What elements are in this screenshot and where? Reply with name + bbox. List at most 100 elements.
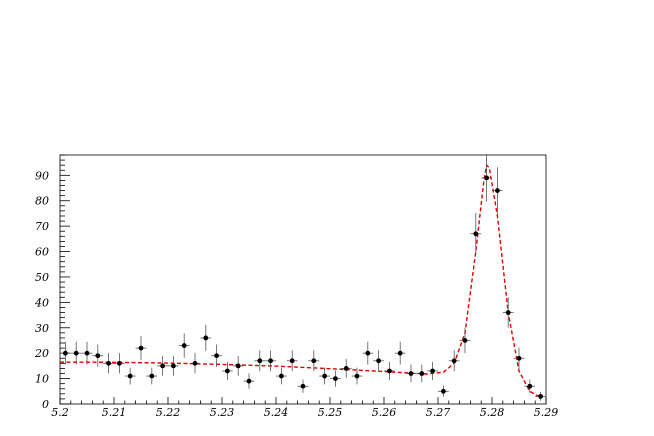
data-point xyxy=(297,379,309,393)
data-point xyxy=(416,364,428,383)
data-point xyxy=(286,350,298,372)
data-point xyxy=(178,333,190,358)
data-point xyxy=(276,367,287,385)
x-tick-label: 5.2 xyxy=(51,406,69,419)
data-point xyxy=(211,344,222,367)
point-marker xyxy=(63,350,68,356)
point-marker xyxy=(257,358,263,364)
point-marker xyxy=(160,363,166,369)
data-points xyxy=(60,153,546,401)
data-point xyxy=(200,324,212,351)
data-point xyxy=(470,212,482,255)
point-marker xyxy=(181,343,187,348)
data-point xyxy=(340,359,352,378)
data-point xyxy=(124,367,136,385)
point-marker xyxy=(322,373,327,379)
y-tick-label: 60 xyxy=(35,246,49,259)
x-tick-label: 5.21 xyxy=(102,406,127,419)
point-marker xyxy=(408,371,414,376)
data-point xyxy=(448,350,460,372)
data-point xyxy=(481,153,492,202)
data-point xyxy=(103,353,114,374)
data-point xyxy=(373,350,384,372)
point-marker xyxy=(192,360,198,366)
y-tick-labels: 0 10 20 30 40 50 60 70 80 90 xyxy=(34,169,49,411)
point-marker xyxy=(268,358,273,364)
data-point xyxy=(254,350,266,372)
data-point xyxy=(394,341,406,365)
point-marker xyxy=(538,393,543,399)
point-marker xyxy=(171,363,176,369)
point-marker xyxy=(505,310,511,315)
point-marker xyxy=(441,388,446,394)
data-point xyxy=(502,297,514,328)
point-marker xyxy=(333,376,338,381)
data-point xyxy=(351,367,363,385)
y-tick-label: 30 xyxy=(35,322,49,335)
point-marker xyxy=(343,366,349,371)
point-marker xyxy=(365,350,371,356)
point-marker xyxy=(149,373,155,379)
point-marker xyxy=(106,360,111,366)
point-marker xyxy=(300,383,306,389)
data-point xyxy=(459,327,471,354)
point-marker xyxy=(246,378,252,384)
data-point xyxy=(405,364,417,383)
point-marker xyxy=(214,353,220,359)
point-marker xyxy=(225,368,230,374)
data-point xyxy=(319,367,330,385)
data-point xyxy=(492,167,503,214)
data-point xyxy=(535,392,546,401)
data-point xyxy=(308,350,320,372)
axis-ticks xyxy=(59,154,547,405)
x-tick-label: 5.26 xyxy=(372,406,397,419)
point-marker xyxy=(127,373,133,379)
y-tick-label: 70 xyxy=(35,220,49,233)
data-point xyxy=(135,336,147,361)
data-point xyxy=(157,355,168,376)
data-point xyxy=(243,373,255,389)
plot-frame xyxy=(59,154,547,405)
point-marker xyxy=(84,350,90,356)
point-marker xyxy=(462,338,468,343)
point-marker xyxy=(95,353,101,359)
data-point xyxy=(362,341,374,365)
point-marker xyxy=(235,363,241,369)
x-tick-label: 5.27 xyxy=(426,406,451,419)
point-marker xyxy=(376,358,381,364)
data-point xyxy=(427,361,438,381)
point-marker xyxy=(419,371,425,376)
point-marker xyxy=(354,373,360,379)
data-point xyxy=(438,385,449,397)
point-marker xyxy=(451,358,457,364)
data-point xyxy=(265,350,276,372)
data-point xyxy=(81,341,93,365)
point-marker xyxy=(397,350,403,356)
data-point xyxy=(168,355,179,376)
x-tick-labels: 5.2 5.21 5.22 5.23 5.24 5.25 5.26 5.27 5.28 5.29 xyxy=(51,406,558,419)
point-marker xyxy=(516,355,522,361)
point-marker xyxy=(430,368,435,374)
data-point xyxy=(114,353,125,374)
data-point xyxy=(330,370,341,387)
y-tick-label: 90 xyxy=(35,169,49,182)
x-tick-label: 5.29 xyxy=(534,406,559,419)
y-tick-label: 20 xyxy=(34,347,49,360)
point-marker xyxy=(279,373,284,379)
point-marker xyxy=(289,358,295,364)
fit-curve xyxy=(59,163,541,399)
x-tick-label: 5.24 xyxy=(264,406,289,419)
data-point xyxy=(92,344,104,367)
point-marker xyxy=(117,360,122,366)
point-marker xyxy=(73,350,79,356)
data-point xyxy=(524,379,536,393)
point-marker xyxy=(387,368,392,374)
data-point xyxy=(384,361,395,381)
data-point xyxy=(70,341,82,365)
y-tick-label: 10 xyxy=(35,373,49,386)
point-marker xyxy=(138,345,144,351)
data-point xyxy=(513,347,525,369)
data-point xyxy=(146,367,158,385)
x-tick-label: 5.25 xyxy=(318,406,343,419)
